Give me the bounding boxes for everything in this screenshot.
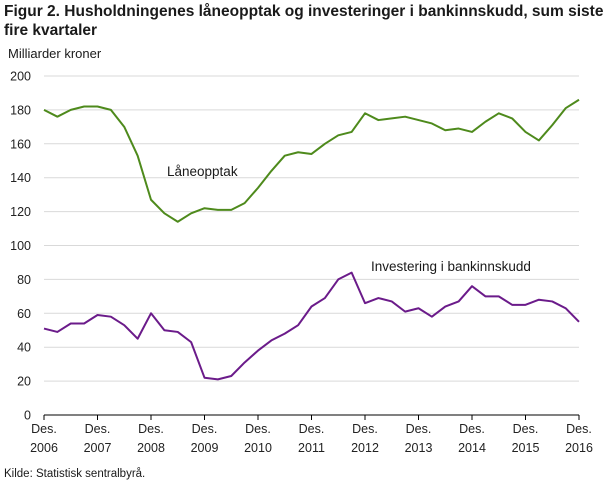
y-tick-label: 40 xyxy=(17,341,31,355)
x-tick-label: Des. xyxy=(406,422,432,436)
y-tick-label: 200 xyxy=(10,70,31,84)
x-tick-label: 2013 xyxy=(405,441,433,455)
series-label-investering: Investering i bankinnskudd xyxy=(371,259,531,274)
x-tick-label: 2006 xyxy=(30,441,58,455)
source-note: Kilde: Statistisk sentralbyrå. xyxy=(4,468,146,480)
series-line-investering xyxy=(43,271,580,381)
x-tick-label: 2016 xyxy=(565,441,593,455)
x-tick-label: Des. xyxy=(299,422,325,436)
x-tick-label: Des. xyxy=(31,422,57,436)
y-tick-label: 120 xyxy=(10,205,31,219)
y-axis-label: Milliarder kroner xyxy=(8,46,102,61)
x-tick-label: 2012 xyxy=(351,441,379,455)
chart-title: Figur 2. Husholdningenes låneopptak og i… xyxy=(4,3,604,39)
x-tick-label: Des. xyxy=(85,422,111,436)
y-tick-labels: 0 20 40 60 80 100 120 140 160 180 200 xyxy=(10,70,31,423)
x-tick-labels: Des. 2006 Des. 2007 Des. 2008 Des. 2009 Des. 2010… xyxy=(30,415,593,455)
x-tick-label: 2007 xyxy=(84,441,112,455)
y-tick-label: 0 xyxy=(24,409,31,423)
x-tick-label: Des. xyxy=(352,422,378,436)
series-label-laneopptak: Låneopptak xyxy=(167,164,238,179)
y-tick-label: 180 xyxy=(10,103,31,117)
x-tick-label: 2015 xyxy=(512,441,540,455)
x-tick-label: Des. xyxy=(192,422,218,436)
x-tick-label: Des. xyxy=(566,422,592,436)
x-tick-label: 2009 xyxy=(191,441,219,455)
x-tick-label: Des. xyxy=(138,422,164,436)
y-tick-label: 80 xyxy=(17,273,31,287)
series-line-laneopptak xyxy=(43,98,580,223)
x-tick-label: Des. xyxy=(513,422,539,436)
series-lines xyxy=(43,98,580,381)
y-tick-label: 140 xyxy=(10,171,31,185)
y-tick-label: 20 xyxy=(17,375,31,389)
x-tick-label: 2008 xyxy=(137,441,165,455)
x-tick-label: 2014 xyxy=(458,441,486,455)
gridlines xyxy=(44,75,579,416)
x-tick-label: 2010 xyxy=(244,441,272,455)
x-tick-label: Des. xyxy=(459,422,485,436)
y-tick-label: 100 xyxy=(10,239,31,253)
y-tick-label: 160 xyxy=(10,137,31,151)
y-tick-label: 60 xyxy=(17,307,31,321)
x-tick-label: 2011 xyxy=(298,441,325,455)
x-tick-label: Des. xyxy=(245,422,271,436)
